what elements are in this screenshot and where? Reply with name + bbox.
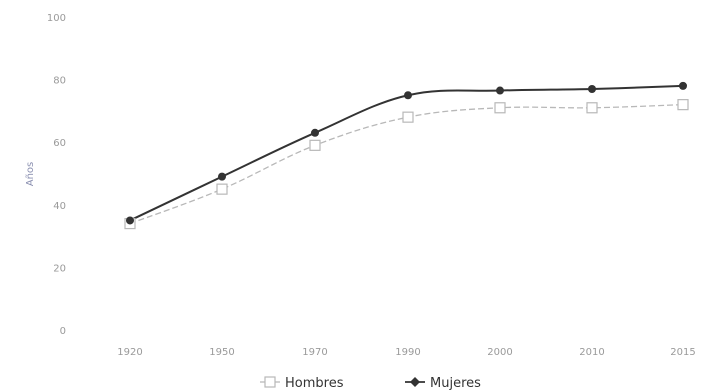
series-lines — [129, 84, 684, 225]
x-tick-label: 1950 — [209, 347, 234, 358]
series-markers — [124, 81, 689, 230]
x-tick-label: 1970 — [302, 347, 327, 358]
legend-diamond-marker — [410, 377, 420, 387]
legend-item-hombres: Hombres — [260, 376, 344, 391]
point-mujeres — [126, 216, 134, 225]
point-hombres — [402, 111, 414, 123]
point-hombres — [216, 183, 228, 195]
series-line-mujeres — [129, 84, 684, 222]
legend-square-marker — [264, 376, 276, 388]
point-hombres — [309, 139, 321, 151]
point-mujeres — [404, 91, 412, 100]
x-tick-label: 1920 — [117, 347, 142, 358]
point-hombres — [586, 102, 598, 114]
point-hombres — [494, 102, 506, 114]
x-tick-label: 2010 — [579, 347, 604, 358]
point-mujeres — [218, 172, 226, 181]
point-mujeres — [311, 128, 319, 137]
y-tick-label: 20 — [53, 263, 66, 274]
point-mujeres — [588, 84, 596, 93]
x-tick-label: 1990 — [395, 347, 420, 358]
y-tick-label: 60 — [53, 138, 66, 149]
y-tick-label: 40 — [53, 201, 66, 212]
y-tick-label: 0 — [60, 326, 66, 337]
x-tick-label: 2000 — [487, 347, 512, 358]
legend: Hombres Mujeres — [260, 376, 481, 391]
point-hombres — [677, 99, 689, 111]
legend-label: Mujeres — [430, 376, 481, 391]
y-axis-ticks: 0 20 40 60 80 100 — [47, 13, 66, 337]
point-mujeres — [496, 86, 504, 95]
y-axis-label: Años — [25, 162, 36, 187]
legend-label: Hombres — [285, 376, 344, 391]
x-tick-label: 2015 — [670, 347, 695, 358]
y-tick-label: 80 — [53, 76, 66, 87]
y-tick-label: 100 — [47, 13, 66, 24]
legend-item-mujeres: Mujeres — [405, 376, 481, 391]
x-axis-ticks: 1920 1950 1970 1990 2000 2010 2015 — [117, 347, 695, 358]
point-mujeres — [679, 81, 687, 90]
